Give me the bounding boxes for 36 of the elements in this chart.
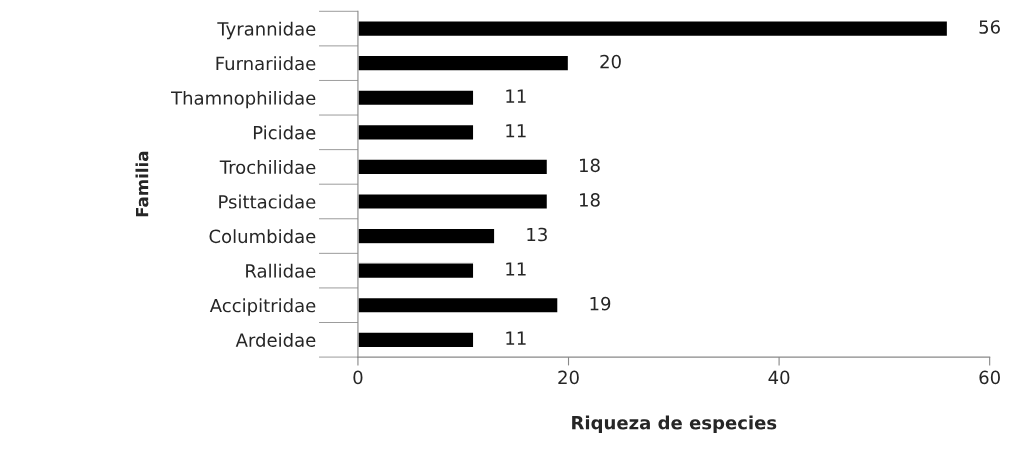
bar: [357, 331, 475, 349]
bar: [357, 193, 549, 210]
y-tick-label: Thamnophilidae: [171, 90, 316, 109]
data-label: 20: [600, 54, 621, 69]
data-label: 56: [979, 20, 1000, 34]
y-tick-label: Columbidae: [209, 229, 316, 244]
y-axis-title: Familia: [135, 151, 149, 217]
bar: [357, 296, 559, 314]
bar: [357, 262, 475, 280]
data-label: 18: [580, 158, 600, 173]
y-tick-label: Trochilidae: [219, 160, 316, 175]
data-label: 13: [527, 227, 547, 242]
y-tick-label: Furnariidae: [216, 56, 316, 71]
bar: [357, 54, 570, 72]
bar: [357, 89, 475, 107]
y-tick-label: Psittacidae: [219, 194, 316, 209]
y-tick-label: Ardeidae: [235, 332, 316, 347]
bar: [357, 227, 496, 245]
data-label: 11: [506, 89, 526, 103]
x-tick-label: 40: [768, 370, 790, 385]
y-tick-label: Picidae: [253, 125, 316, 140]
x-tick-label: 60: [979, 370, 1000, 385]
bar: [357, 123, 475, 141]
data-label: 11: [506, 262, 526, 276]
bar: [357, 158, 549, 176]
data-label: 18: [580, 193, 600, 207]
x-axis-title: Riqueza de especies: [572, 415, 777, 433]
data-label: 11: [506, 124, 526, 138]
x-tick-label: 20: [558, 370, 579, 385]
y-tick-label: Accipitridae: [209, 298, 316, 316]
bar: [357, 20, 949, 38]
data-label: 19: [590, 296, 611, 311]
data-label: 11: [506, 331, 526, 345]
y-tick-label: Tyrannidae: [217, 21, 316, 40]
x-tick-label: 0: [353, 370, 363, 385]
y-tick-label: Rallidae: [246, 263, 316, 278]
